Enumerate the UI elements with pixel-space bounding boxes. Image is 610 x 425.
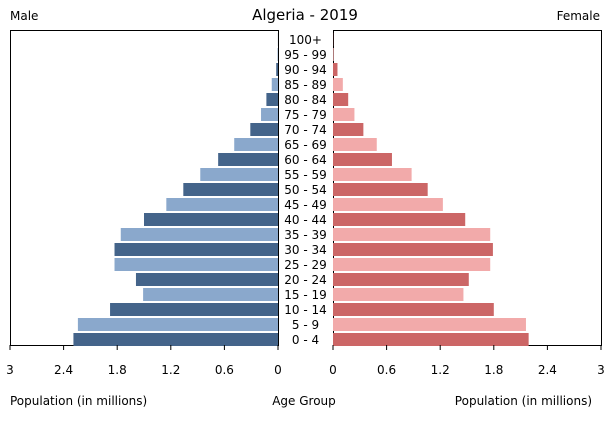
male-bar [250, 123, 278, 136]
female-bar [333, 153, 392, 166]
age-group-label: 100+ [289, 33, 322, 47]
age-group-label: 85 - 89 [284, 78, 327, 92]
female-bar [333, 213, 466, 226]
tick-label: 3 [597, 363, 605, 377]
age-group-label: 25 - 29 [284, 258, 327, 272]
chart-title: Algeria - 2019 [252, 6, 358, 24]
tick-label: 0 [274, 363, 282, 377]
female-bar [333, 258, 491, 271]
female-bar [333, 273, 469, 286]
male-bar [234, 138, 278, 151]
female-bar [333, 288, 464, 301]
male-bar [120, 228, 279, 241]
age-group-label: 75 - 79 [284, 108, 327, 122]
female-bar [333, 183, 428, 196]
age-group-label: 35 - 39 [284, 228, 327, 242]
age-group-label: 20 - 24 [284, 273, 327, 287]
female-bar [333, 243, 493, 256]
male-bar [110, 303, 278, 316]
age-group-label: 0 - 4 [292, 333, 319, 347]
female-bar [333, 303, 494, 316]
tick-label: 1.8 [108, 363, 127, 377]
male-bar [135, 273, 278, 286]
age-group-label: 30 - 34 [284, 243, 327, 257]
tick-label: 2.4 [54, 363, 73, 377]
female-bar [333, 123, 364, 136]
female-bar [333, 78, 343, 91]
male-bar [143, 288, 278, 301]
female-bar [333, 138, 377, 151]
age-group-label: 45 - 49 [284, 198, 327, 212]
x-axis-label-male: Population (in millions) [10, 394, 147, 408]
age-group-label: 50 - 54 [284, 183, 327, 197]
age-group-label: 80 - 84 [284, 93, 327, 107]
male-bar [276, 63, 278, 76]
male-bar [166, 198, 278, 211]
age-group-label: 60 - 64 [284, 153, 327, 167]
female-bar [333, 168, 412, 181]
male-side-label: Male [10, 9, 38, 23]
male-bar [183, 183, 278, 196]
male-bar [200, 168, 278, 181]
female-bar [333, 333, 529, 346]
age-group-label: 65 - 69 [284, 138, 327, 152]
age-group-label: 10 - 14 [284, 303, 327, 317]
age-group-label: 15 - 19 [284, 288, 327, 302]
male-bar [261, 108, 278, 121]
female-bars [333, 33, 529, 346]
female-bar [333, 318, 526, 331]
male-bar [271, 78, 278, 91]
tick-label: 3 [6, 363, 14, 377]
male-bar [144, 213, 278, 226]
female-side-label: Female [557, 9, 600, 23]
age-group-label: 40 - 44 [284, 213, 327, 227]
tick-label: 0.6 [215, 363, 234, 377]
age-group-label: 90 - 94 [284, 63, 327, 77]
male-bar [266, 93, 278, 106]
female-bar [333, 108, 355, 121]
male-bars [73, 33, 279, 346]
female-bar [333, 93, 349, 106]
tick-label: 1.8 [484, 363, 503, 377]
tick-label: 2.4 [538, 363, 557, 377]
tick-label: 1.2 [161, 363, 180, 377]
male-bar [218, 153, 278, 166]
male-bar [73, 333, 279, 346]
male-bar [77, 318, 278, 331]
age-group-label: 95 - 99 [284, 48, 327, 62]
female-bar [333, 48, 334, 61]
tick-label: 0.6 [377, 363, 396, 377]
tick-label: 1.2 [431, 363, 450, 377]
female-bar [333, 198, 443, 211]
x-axis-label-female: Population (in millions) [455, 394, 592, 408]
female-bar [333, 63, 338, 76]
female-bar [333, 228, 491, 241]
age-group-label: 70 - 74 [284, 123, 327, 137]
male-bar [114, 258, 279, 271]
age-group-axis-label: Age Group [272, 394, 336, 408]
axis-ticks: 3 2.4 1.8 1.2 0.6 0 0 0.6 1.2 1.8 2.4 3 [6, 345, 605, 377]
age-group-label: 5 - 9 [292, 318, 319, 332]
male-bar [114, 243, 279, 256]
tick-label: 0 [329, 363, 337, 377]
age-group-label: 55 - 59 [284, 168, 327, 182]
